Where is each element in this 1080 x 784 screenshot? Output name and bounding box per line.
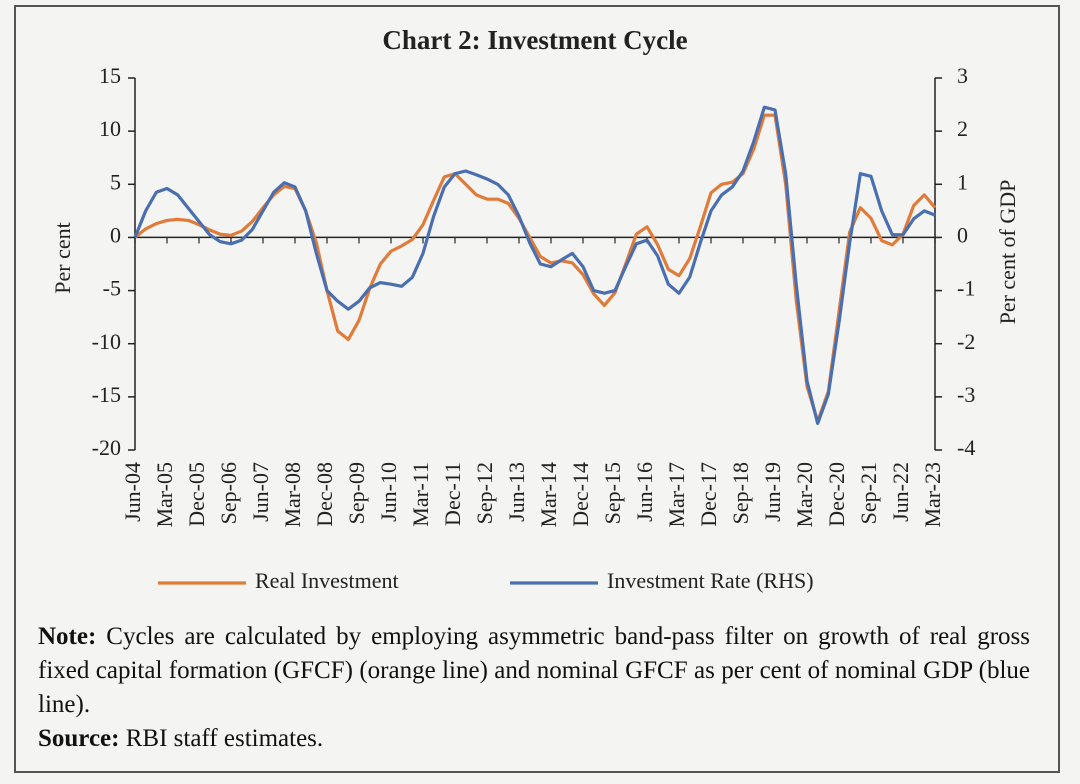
- y-tick-label: -15: [92, 382, 121, 407]
- y2-tick-label: -3: [957, 382, 975, 407]
- y-tick-label: 10: [99, 116, 121, 141]
- y-axis-label: Per cent: [50, 222, 75, 293]
- x-tick-label: Mar-08: [280, 462, 305, 528]
- x-tick-label: Sep-09: [344, 462, 369, 524]
- x-tick-label: Jun-04: [120, 462, 145, 522]
- chart: Chart 2: Investment Cycle Per cent Per c…: [50, 25, 1020, 593]
- x-tick-label: Jun-19: [760, 462, 785, 522]
- series-line: [134, 113, 937, 423]
- x-tick-label: Dec-20: [824, 462, 849, 527]
- chart-title: Chart 2: Investment Cycle: [382, 25, 687, 55]
- y2-tick-label: 2: [957, 116, 968, 141]
- y-tick-label: -10: [92, 329, 121, 354]
- y2-tick-label: 3: [957, 63, 968, 88]
- legend-label: Investment Rate (RHS): [607, 568, 814, 593]
- y2-axis-label: Per cent of GDP: [995, 180, 1020, 325]
- x-tick-label: Mar-17: [664, 462, 689, 528]
- x-tick-label: Sep-18: [728, 462, 753, 524]
- x-tick-label: Mar-20: [792, 462, 817, 528]
- series-line: [133, 105, 936, 426]
- x-tick-label: Sep-12: [472, 462, 497, 524]
- x-tick-label: Mar-11: [408, 462, 433, 527]
- legend-label: Real Investment: [255, 568, 399, 593]
- y2-tick-label: -4: [957, 435, 975, 460]
- y2-tick-label: 0: [957, 222, 968, 247]
- x-tick-label: Dec-11: [440, 462, 465, 526]
- source-label: Source:: [38, 725, 120, 752]
- notes: Note: Cycles are calculated by employing…: [38, 620, 1030, 756]
- x-tick-label: Sep-06: [216, 462, 241, 524]
- note: Note: Cycles are calculated by employing…: [38, 620, 1030, 722]
- y-tick-label: 0: [110, 222, 121, 247]
- x-tick-label: Jun-07: [248, 462, 273, 522]
- x-tick-label: Dec-08: [312, 462, 337, 527]
- x-tick-label: Jun-22: [888, 462, 913, 522]
- x-tick-label: Sep-15: [600, 462, 625, 524]
- x-tick-label: Jun-10: [376, 462, 401, 522]
- source: Source: RBI staff estimates.: [38, 722, 1030, 756]
- frame: [14, 5, 1060, 773]
- x-tick-label: Sep-21: [856, 462, 881, 524]
- x-tick-label: Mar-14: [536, 462, 561, 528]
- x-tick-label: Dec-14: [568, 462, 593, 527]
- y-tick-label: 5: [110, 169, 121, 194]
- y2-tick-label: -1: [957, 276, 975, 301]
- note-label: Note:: [38, 623, 97, 650]
- x-tick-label: Mar-05: [152, 462, 177, 528]
- x-tick-label: Dec-05: [184, 462, 209, 527]
- y2-tick-label: -2: [957, 329, 975, 354]
- note-text: Cycles are calculated by employing asymm…: [38, 623, 1030, 718]
- y-tick-label: -20: [92, 435, 121, 460]
- y2-tick-label: 1: [957, 169, 968, 194]
- x-tick-label: Jun-13: [504, 462, 529, 522]
- x-tick-label: Dec-17: [696, 462, 721, 527]
- x-tick-label: Jun-16: [632, 462, 657, 522]
- x-tick-label: Mar-23: [920, 462, 945, 528]
- y-tick-label: -5: [103, 276, 121, 301]
- source-text: RBI staff estimates.: [125, 725, 324, 752]
- y-tick-label: 15: [99, 63, 121, 88]
